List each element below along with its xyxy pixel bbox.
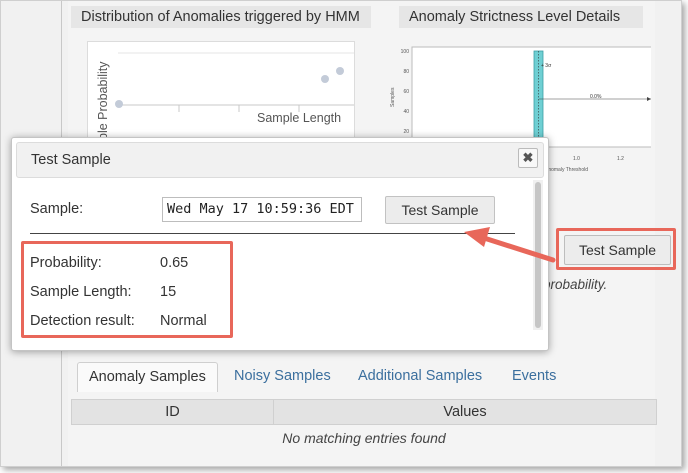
chart-xlabel: Sample Length <box>257 111 341 125</box>
sample-label: Sample: <box>30 201 84 217</box>
hint-text: probability. <box>543 277 608 292</box>
anomaly-distribution-chart: Sample Length ple Probability <box>87 41 355 141</box>
tab-noisy-samples[interactable]: Noisy Samples <box>234 368 331 384</box>
y-tick-label: 100 <box>401 49 410 55</box>
percent-label: 0.0% <box>590 94 602 100</box>
plot-area <box>411 46 651 148</box>
y-tick-label: 20 <box>403 129 409 135</box>
button-highlight-box <box>556 228 676 270</box>
test-sample-dialog: Test Sample ✖ Sample: Wed May 17 10:59:3… <box>11 137 549 351</box>
y-tick-label: 60 <box>403 89 409 95</box>
strictness-level-chart: 100 80 60 40 20 Samples + 3σ 0.0% 1.0 1.… <box>383 45 651 175</box>
sample-tabs: Anomaly Samples Noisy Samples Additional… <box>77 362 667 392</box>
samples-table: ID Values No matching entries found <box>71 399 657 451</box>
x-tick-label: 1.0 <box>573 156 580 162</box>
sigma-label: + 3σ <box>541 63 552 69</box>
dialog-scrollbar[interactable] <box>533 180 543 330</box>
tab-additional-samples[interactable]: Additional Samples <box>358 368 483 384</box>
data-point <box>321 75 329 83</box>
close-icon[interactable]: ✖ <box>518 148 538 168</box>
y-tick-label: 80 <box>403 69 409 75</box>
tab-events[interactable]: Events <box>512 368 557 384</box>
column-header-id[interactable]: ID <box>72 400 274 424</box>
probability-label: Probability: <box>30 255 102 271</box>
detection-result-value: Normal <box>160 313 207 329</box>
detection-result-label: Detection result: <box>30 313 135 329</box>
sample-length-label: Sample Length: <box>30 284 132 300</box>
chart-ylabel: ple Probability <box>96 61 110 140</box>
dialog-title: Test Sample <box>16 142 544 178</box>
probability-value: 0.65 <box>160 255 189 271</box>
y-tick-label: 40 <box>403 109 409 115</box>
x-axis-label: Anomaly Threshold <box>545 167 588 173</box>
percent-arrow-head <box>647 97 651 101</box>
data-point <box>115 100 123 108</box>
table-empty-message: No matching entries found <box>282 430 446 446</box>
column-header-values[interactable]: Values <box>443 404 487 420</box>
x-tick-label: 1.2 <box>617 156 624 162</box>
panel-title-strictness-level: Anomaly Strictness Level Details <box>399 6 643 28</box>
tab-anomaly-samples[interactable]: Anomaly Samples <box>77 362 218 392</box>
results-highlight-box <box>21 241 233 338</box>
dialog-test-sample-button[interactable]: Test Sample <box>385 196 495 224</box>
test-sample-button[interactable]: Test Sample <box>564 235 671 265</box>
panel-title-anomaly-distribution: Distribution of Anomalies triggered by H… <box>71 6 371 28</box>
data-point <box>336 67 344 75</box>
table-header: ID Values <box>71 399 657 425</box>
sample-input[interactable]: Wed May 17 10:59:36 EDT <box>162 197 362 222</box>
y-axis-label: Samples <box>390 87 396 107</box>
sample-length-value: 15 <box>160 284 177 300</box>
scrollbar-thumb[interactable] <box>535 182 541 328</box>
dialog-divider <box>30 233 515 234</box>
